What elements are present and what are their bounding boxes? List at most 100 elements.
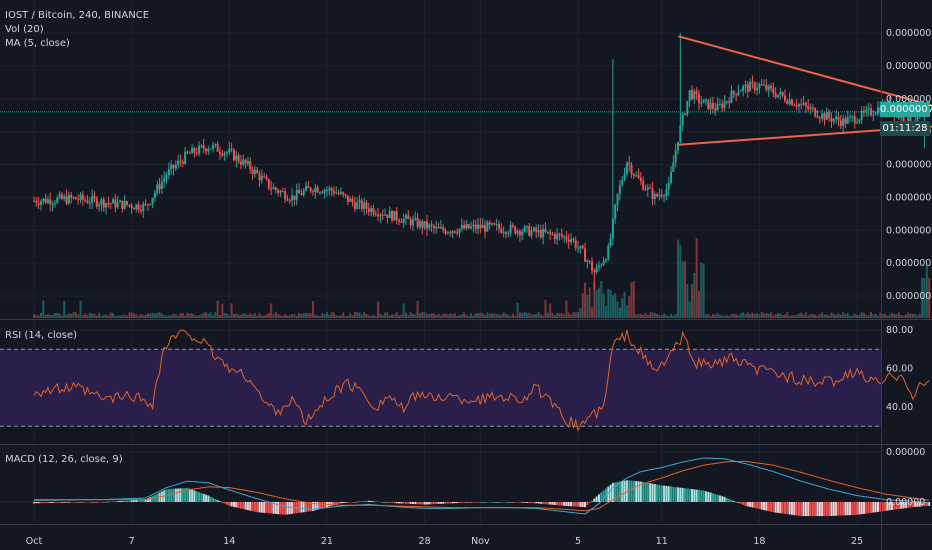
candle-body[interactable] bbox=[205, 148, 208, 152]
candle-body[interactable] bbox=[191, 147, 194, 154]
candle-body[interactable] bbox=[314, 187, 317, 193]
candle-body[interactable] bbox=[386, 214, 389, 219]
candle-body[interactable] bbox=[756, 88, 759, 91]
candle-body[interactable] bbox=[772, 88, 775, 94]
candle-body[interactable] bbox=[72, 197, 75, 199]
candle-body[interactable] bbox=[763, 84, 766, 86]
candle-body[interactable] bbox=[402, 218, 405, 223]
candle-body[interactable] bbox=[797, 104, 800, 107]
candle-body[interactable] bbox=[291, 195, 294, 201]
candle-body[interactable] bbox=[642, 180, 645, 190]
candle-body[interactable] bbox=[265, 177, 268, 180]
candle-body[interactable] bbox=[658, 194, 661, 197]
candle-body[interactable] bbox=[630, 164, 633, 175]
trendline-upper[interactable] bbox=[678, 35, 932, 125]
candle-body[interactable] bbox=[181, 161, 184, 164]
candle-body[interactable] bbox=[567, 239, 570, 242]
candle-body[interactable] bbox=[123, 201, 126, 209]
rsi-legend[interactable]: RSI (14, close) bbox=[5, 330, 78, 341]
candle-body[interactable] bbox=[160, 181, 163, 190]
candle-body[interactable] bbox=[428, 224, 431, 229]
candle-body[interactable] bbox=[697, 94, 700, 103]
candle-body[interactable] bbox=[321, 192, 324, 194]
candle-body[interactable] bbox=[823, 113, 826, 120]
candle-body[interactable] bbox=[460, 225, 463, 229]
candle-body[interactable] bbox=[728, 101, 731, 103]
candle-body[interactable] bbox=[865, 109, 868, 113]
candle-body[interactable] bbox=[221, 153, 224, 156]
candle-body[interactable] bbox=[514, 226, 517, 234]
candle-body[interactable] bbox=[325, 190, 328, 192]
candle-body[interactable] bbox=[695, 91, 698, 95]
candle-body[interactable] bbox=[65, 196, 68, 204]
candle-body[interactable] bbox=[786, 101, 789, 104]
candle-body[interactable] bbox=[67, 194, 70, 204]
candle-body[interactable] bbox=[874, 113, 877, 115]
candle-body[interactable] bbox=[239, 161, 242, 165]
candle-body[interactable] bbox=[286, 199, 289, 201]
candle-body[interactable] bbox=[425, 221, 428, 229]
candle-body[interactable] bbox=[486, 222, 489, 232]
candle-body[interactable] bbox=[232, 149, 235, 161]
candle-body[interactable] bbox=[732, 91, 735, 94]
candle-body[interactable] bbox=[488, 222, 491, 225]
candle-body[interactable] bbox=[544, 229, 547, 233]
candle-body[interactable] bbox=[263, 176, 266, 178]
candle-body[interactable] bbox=[281, 191, 284, 193]
candle-body[interactable] bbox=[725, 101, 728, 103]
candle-body[interactable] bbox=[298, 189, 301, 194]
candle-body[interactable] bbox=[579, 245, 582, 248]
candle-body[interactable] bbox=[744, 84, 747, 87]
candle-body[interactable] bbox=[709, 103, 712, 110]
candle-body[interactable] bbox=[79, 194, 82, 200]
candle-body[interactable] bbox=[721, 103, 724, 108]
candle-body[interactable] bbox=[267, 179, 270, 189]
candle-body[interactable] bbox=[844, 118, 847, 124]
candle-body[interactable] bbox=[56, 197, 59, 203]
candle-body[interactable] bbox=[400, 221, 403, 223]
candle-body[interactable] bbox=[558, 233, 561, 235]
candle-body[interactable] bbox=[119, 200, 122, 203]
candle-body[interactable] bbox=[746, 84, 749, 92]
candle-body[interactable] bbox=[560, 234, 563, 237]
candle-body[interactable] bbox=[474, 224, 477, 229]
candle-body[interactable] bbox=[765, 84, 768, 91]
candle-body[interactable] bbox=[142, 203, 145, 212]
candle-body[interactable] bbox=[876, 107, 879, 114]
candle-body[interactable] bbox=[839, 120, 842, 127]
candle-body[interactable] bbox=[525, 226, 528, 228]
candle-body[interactable] bbox=[300, 193, 303, 195]
candle-body[interactable] bbox=[309, 187, 312, 192]
candle-body[interactable] bbox=[195, 152, 198, 154]
candle-body[interactable] bbox=[374, 214, 377, 216]
candle-body[interactable] bbox=[621, 180, 624, 186]
candle-body[interactable] bbox=[95, 198, 98, 207]
candle-body[interactable] bbox=[421, 221, 424, 228]
candle-body[interactable] bbox=[511, 224, 514, 227]
candle-body[interactable] bbox=[153, 192, 156, 198]
candle-body[interactable] bbox=[523, 226, 526, 232]
candle-body[interactable] bbox=[126, 201, 128, 205]
candle-body[interactable] bbox=[156, 184, 159, 193]
candle-body[interactable] bbox=[107, 203, 110, 205]
candle-body[interactable] bbox=[88, 202, 91, 204]
candle-body[interactable] bbox=[388, 211, 391, 219]
candle-body[interactable] bbox=[202, 145, 205, 149]
candle-body[interactable] bbox=[623, 174, 626, 181]
candle-body[interactable] bbox=[742, 86, 745, 91]
candle-body[interactable] bbox=[328, 188, 331, 191]
candle-body[interactable] bbox=[660, 194, 663, 197]
candle-body[interactable] bbox=[463, 225, 466, 229]
candle-body[interactable] bbox=[44, 198, 47, 203]
candle-body[interactable] bbox=[116, 202, 119, 208]
candle-body[interactable] bbox=[437, 226, 440, 229]
candle-body[interactable] bbox=[858, 119, 861, 123]
candle-body[interactable] bbox=[77, 199, 80, 201]
candle-body[interactable] bbox=[804, 102, 807, 106]
candle-body[interactable] bbox=[146, 204, 149, 206]
candle-body[interactable] bbox=[335, 192, 338, 194]
candlesticks[interactable] bbox=[33, 33, 931, 290]
price-pane[interactable] bbox=[0, 33, 932, 318]
candle-body[interactable] bbox=[193, 147, 196, 153]
candle-body[interactable] bbox=[219, 151, 221, 154]
